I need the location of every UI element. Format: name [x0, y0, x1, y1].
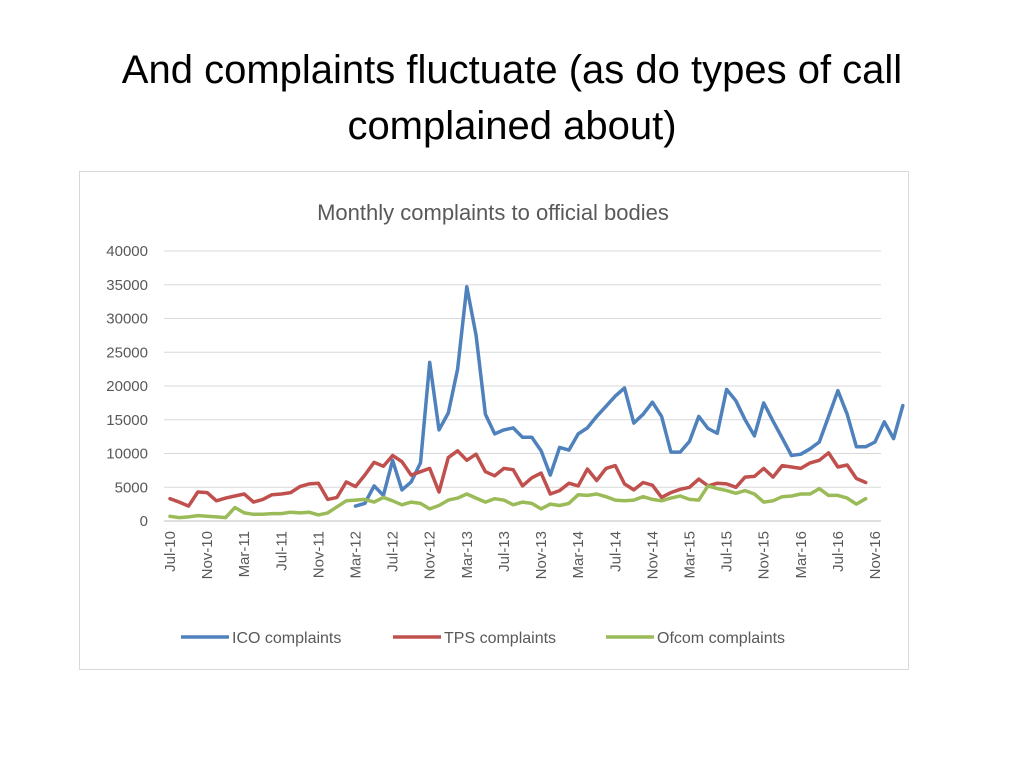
chart-container: Monthly complaints to official bodies 0 5… — [79, 171, 909, 670]
series-line — [168, 484, 868, 520]
y-tick-label: 30000 — [106, 311, 148, 328]
x-tick-label: Jul-13 — [496, 531, 513, 572]
legend-label: Ofcom complaints — [657, 630, 785, 647]
y-tick-label: 35000 — [106, 277, 148, 294]
series-lines — [168, 285, 905, 520]
legend: ICO complaints TPS complaints Ofcom compla… — [181, 630, 785, 647]
series-line — [168, 449, 868, 508]
x-tick-label: Nov-15 — [756, 531, 773, 579]
legend-label: ICO complaints — [232, 630, 341, 647]
y-tick-label: 0 — [140, 513, 148, 530]
chart-title: Monthly complaints to official bodies — [317, 200, 669, 225]
x-axis-ticks: Jul-10 Nov-10 Mar-11 Jul-11 Nov-11 Mar-12 Jul-… — [162, 531, 884, 579]
x-tick-label: Nov-10 — [199, 531, 216, 579]
legend-label: TPS complaints — [444, 630, 556, 647]
x-tick-label: Jul-15 — [719, 531, 736, 572]
x-tick-label: Mar-12 — [348, 531, 365, 579]
x-tick-label: Nov-11 — [310, 531, 327, 578]
y-tick-label: 10000 — [106, 446, 148, 463]
gridlines — [164, 250, 881, 522]
x-tick-label: Mar-15 — [681, 531, 698, 579]
x-tick-label: Jul-16 — [830, 531, 847, 572]
y-tick-label: 5000 — [115, 479, 148, 496]
x-tick-label: Nov-13 — [533, 531, 550, 579]
y-axis-ticks: 0 5000 10000 15000 20000 25000 30000 35000 40000 — [106, 243, 148, 530]
y-tick-label: 15000 — [106, 412, 148, 429]
y-tick-label: 25000 — [106, 344, 148, 361]
x-tick-label: Jul-10 — [162, 531, 179, 572]
x-tick-label: Nov-14 — [644, 531, 661, 579]
x-tick-label: Mar-16 — [793, 531, 810, 579]
x-tick-label: Jul-11 — [273, 531, 290, 571]
x-tick-label: Jul-12 — [385, 531, 402, 572]
x-tick-label: Nov-12 — [422, 531, 439, 579]
line-chart: Monthly complaints to official bodies 0 5… — [106, 200, 905, 647]
series-line — [353, 285, 905, 508]
x-tick-label: Nov-16 — [867, 531, 884, 579]
y-tick-label: 20000 — [106, 378, 148, 395]
slide-title: And complaints fluctuate (as do types of… — [121, 48, 903, 148]
x-tick-label: Mar-13 — [459, 531, 476, 579]
y-tick-label: 40000 — [106, 243, 148, 260]
x-tick-label: Mar-14 — [570, 531, 587, 579]
x-tick-label: Mar-11 — [236, 531, 253, 577]
x-tick-label: Jul-14 — [607, 531, 624, 572]
